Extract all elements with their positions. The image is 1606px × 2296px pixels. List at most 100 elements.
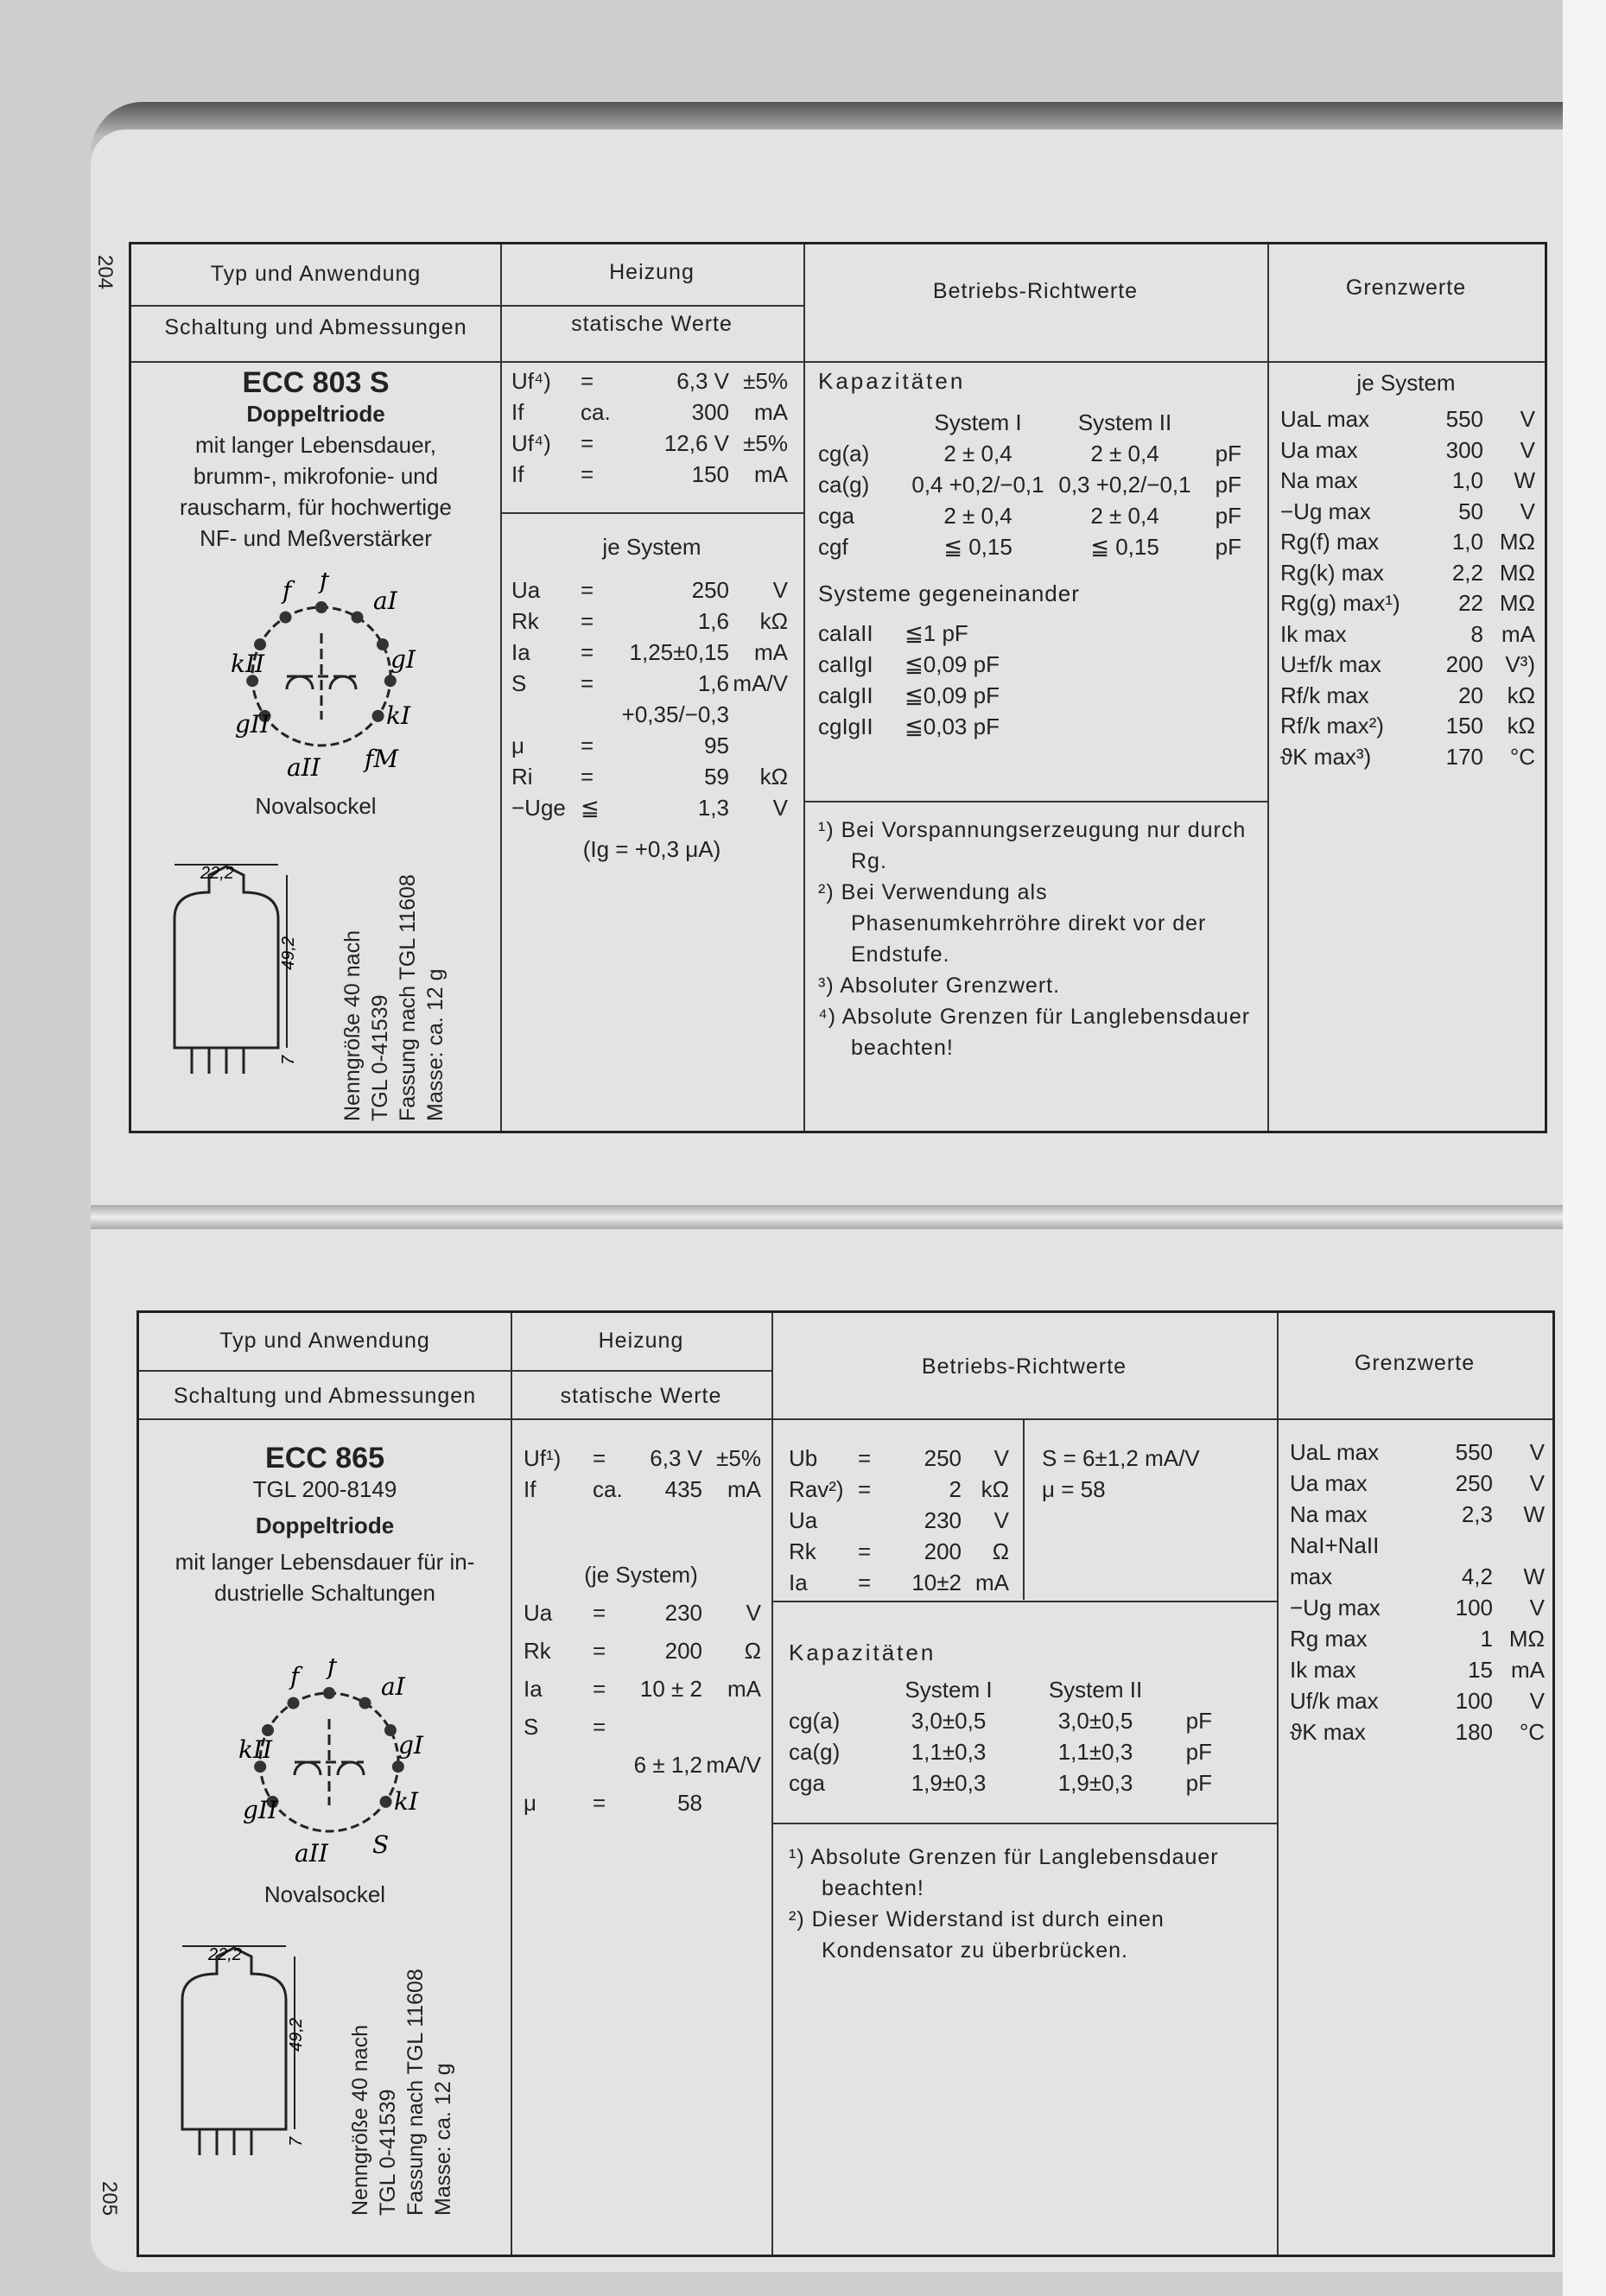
param-cell: mA xyxy=(754,399,788,425)
pin-dot xyxy=(391,1760,404,1773)
tube-description: mit langer Lebensdauer für in-dustrielle… xyxy=(139,1546,511,1608)
type-cell: ECC 803 S Doppeltriode mit langer Lebens… xyxy=(131,367,500,554)
param-cell: 150 xyxy=(1445,713,1483,739)
param-cell: = xyxy=(581,608,594,634)
param-cell xyxy=(858,1505,888,1536)
pin-dot xyxy=(258,709,271,722)
pin-label: gII xyxy=(243,1796,278,1824)
param-row: Uf⁴) = 12,6 V ±5% xyxy=(511,428,788,459)
param-cell: cg(a) xyxy=(818,441,870,466)
param-cell xyxy=(702,1784,761,1822)
param-row: cga 1,9±0,3 1,9±0,3 pF xyxy=(789,1767,1264,1798)
param-cell: 1,3 xyxy=(697,795,729,821)
param-cell: V xyxy=(1520,436,1535,463)
param-cell: mA xyxy=(1501,620,1535,647)
param-cell: If xyxy=(511,461,524,487)
param-row: If ca. 435 mA xyxy=(524,1474,761,1505)
pin-dot xyxy=(384,675,397,688)
param-cell: = xyxy=(581,639,594,665)
param-cell: ≦ 0,15 xyxy=(1090,534,1159,560)
pin-label: aI xyxy=(381,1672,406,1701)
param-cell: Rk xyxy=(524,1638,551,1664)
dimension-label: 22,2 xyxy=(200,864,234,883)
param-cell xyxy=(1432,1530,1493,1561)
param-cell: Ia xyxy=(524,1676,543,1702)
param-cell: 0,3 +0,2/−0,1 xyxy=(1058,472,1191,498)
footnotes: ¹) Bei Vorspannungserzeugung nur durch R… xyxy=(818,815,1254,1063)
header-schaltung: Schaltung und Abmessungen xyxy=(164,315,467,339)
param-cell: 435 xyxy=(664,1476,702,1502)
text-line: rauscharm, für hochwertige xyxy=(179,494,453,520)
param-row: ϑK max 180 °C xyxy=(1290,1716,1545,1747)
param-cell xyxy=(1493,1530,1545,1561)
param-row: Rg(k) max 2,2 MΩ xyxy=(1280,558,1535,589)
param-cell: 3,0±0,5 xyxy=(911,1708,987,1734)
heater-values: Uf⁴) = 6,3 V ±5% If ca. 300 mA Uf⁴) = 12,6 V ±5% If =… xyxy=(511,365,788,490)
pin-dot xyxy=(246,675,259,688)
param-cell: pF xyxy=(1185,1739,1212,1765)
param-row: Rk = 1,6 kΩ xyxy=(511,606,788,637)
param-row: max 4,2 W xyxy=(1290,1561,1545,1592)
je-system-label: (je System) xyxy=(584,1562,698,1588)
param-cell: Ω xyxy=(744,1638,761,1664)
param-row: If = 150 mA xyxy=(511,459,788,490)
pin-label: kII xyxy=(238,1735,273,1764)
param-cell: V xyxy=(1529,1688,1545,1714)
limit-values: UaL max 550 V Ua max 250 V Na max 2,3 W NaI+NaII m… xyxy=(1290,1437,1545,1747)
grenz-je-system: je System xyxy=(1356,370,1456,396)
param-row: μ = 95 xyxy=(511,730,788,761)
param-cell: U±f/k max xyxy=(1280,651,1381,677)
static-values: Ua = 250 V Rk = 1,6 kΩ Ia = 1,25±0,15 mA S = 1,6 +0,35… xyxy=(511,574,788,823)
param-cell: Ua xyxy=(789,1507,818,1533)
tube-type: Doppeltriode xyxy=(255,1513,395,1538)
pin-label: aII xyxy=(287,753,321,780)
param-cell: V xyxy=(993,1507,1009,1533)
param-cell: V³) xyxy=(1505,651,1535,677)
param-cell: ϑK max³) xyxy=(1280,743,1372,770)
param-cell: °C xyxy=(1509,743,1535,770)
page-number-205: 205 xyxy=(98,2181,121,2217)
param-row: Uf/k max 100 V xyxy=(1290,1685,1545,1716)
param-row: Rf/k max²) 150 kΩ xyxy=(1280,711,1535,742)
system-1-label: System I xyxy=(905,1677,993,1703)
footnotes: ¹) Absolute Grenzen für Langlebensdauer … xyxy=(789,1842,1260,1966)
param-cell: Ua max xyxy=(1290,1470,1368,1496)
param-cell: ≦ 0,15 xyxy=(943,534,1012,560)
param-cell: 1 xyxy=(1480,1626,1493,1652)
param-cell: μ xyxy=(511,733,524,758)
param-cell: °C xyxy=(1519,1719,1545,1745)
text-line: TGL 0-41539 xyxy=(368,994,392,1121)
param-cell: = xyxy=(593,1638,606,1664)
param-cell: = xyxy=(858,1476,872,1502)
header-heizung: Heizung xyxy=(609,260,695,284)
tube-name: ECC 865 xyxy=(265,1442,384,1475)
param-row: Ua max 300 V xyxy=(1280,435,1535,466)
pin-dot xyxy=(323,1687,335,1699)
param-row: μ = 58 xyxy=(524,1784,761,1822)
pin-label: f xyxy=(289,1662,303,1690)
param-cell: 1,1±0,3 xyxy=(1057,1739,1133,1765)
param-cell: 1,0 xyxy=(1451,467,1483,493)
tube-outline-drawing: 22,2 49,2 7 xyxy=(173,864,295,1074)
param-row: Na max 1,0 W xyxy=(1280,466,1535,497)
header-statische: statische Werte xyxy=(571,312,733,336)
text-line: ¹) Bei Vorspannungserzeugung nur durch R… xyxy=(818,818,1247,873)
param-cell: 1,9±0,3 xyxy=(1057,1770,1133,1796)
param-cell: Rg(k) max xyxy=(1280,559,1384,586)
param-cell: Ri xyxy=(511,764,533,790)
param-cell: = xyxy=(593,1714,606,1740)
operating-values: Ub = 250 V Rav²) = 2 kΩ Ua 230 V Rk = 200 Ω Ia = 10±2 mA xyxy=(789,1443,1009,1598)
param-row: Rav²) = 2 kΩ xyxy=(789,1474,1009,1505)
param-cell: kΩ xyxy=(1507,713,1535,739)
param-cell: 1,9±0,3 xyxy=(911,1770,987,1796)
pin-dot xyxy=(376,638,389,651)
param-cell: −Ug max xyxy=(1280,498,1371,524)
param-row: cgf ≦ 0,15 ≦ 0,15 pF xyxy=(818,531,1259,562)
param-cell: −Uge xyxy=(511,795,566,821)
param-row: S = 1,6 +0,35/−0,3 mA/V xyxy=(511,668,788,730)
param-cell xyxy=(702,1708,761,1746)
text-line: mit langer Lebensdauer, xyxy=(195,432,436,458)
param-cell: V xyxy=(746,1600,761,1626)
param-cell: If xyxy=(511,399,524,425)
param-cell: 230 xyxy=(664,1600,702,1626)
